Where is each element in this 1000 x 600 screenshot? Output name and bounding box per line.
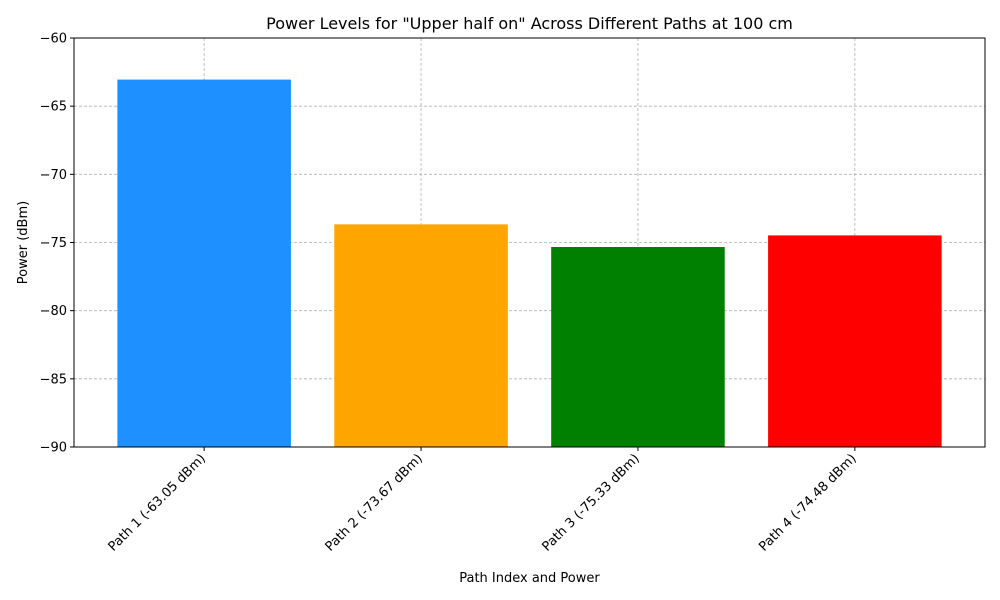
y-tick-label: −70 xyxy=(40,168,67,183)
y-tick-label: −60 xyxy=(40,32,67,47)
x-tick-label: Path 2 (-73.67 dBm) xyxy=(323,451,426,554)
y-tick-label: −90 xyxy=(40,441,67,456)
x-tick-label: Path 3 (-75.33 dBm) xyxy=(539,451,642,554)
y-tick-label: −85 xyxy=(40,372,67,387)
x-tick-label: Path 1 (-63.05 dBm) xyxy=(106,451,209,554)
y-tick-label: −75 xyxy=(40,236,67,251)
x-axis-label: Path Index and Power xyxy=(459,571,600,586)
bar xyxy=(768,235,942,447)
chart-title: Power Levels for "Upper half on" Across … xyxy=(266,14,793,33)
bar xyxy=(117,79,291,447)
x-axis-ticks: Path 1 (-63.05 dBm) Path 2 (-73.67 dBm) Pa… xyxy=(106,447,860,555)
y-tick-label: −80 xyxy=(40,304,67,319)
y-axis-ticks: −90 −85 −80 −75 −70 −65 −60 xyxy=(40,32,74,456)
y-tick-label: −65 xyxy=(40,100,67,115)
bar xyxy=(551,246,725,447)
bars xyxy=(117,79,942,447)
x-tick-label: Path 4 (-74.48 dBm) xyxy=(756,451,859,554)
bar xyxy=(334,224,508,447)
y-axis-label: Power (dBm) xyxy=(16,201,31,284)
